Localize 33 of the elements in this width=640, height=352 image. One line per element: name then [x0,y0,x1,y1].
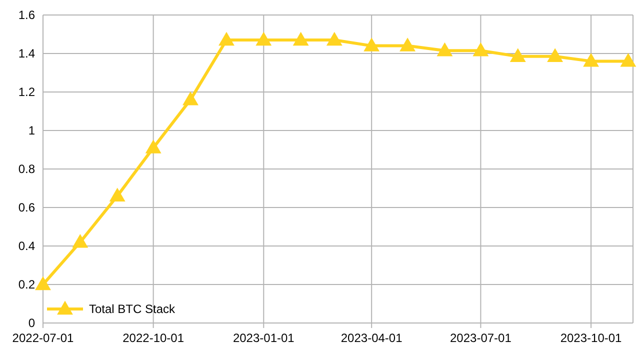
point [400,38,416,52]
x-tick-label: 2023-10-01 [560,331,622,345]
point [292,32,309,46]
legend-label: Total BTC Stack [89,302,176,316]
x-tick-label: 2023-04-01 [340,331,403,345]
y-tick-label: 0.2 [18,278,36,292]
y-tick-label: 0.6 [18,200,36,215]
point [364,38,380,52]
point [326,32,342,46]
point [182,92,198,106]
point [472,42,489,56]
point [510,48,526,62]
y-tick-label: 0 [28,316,36,330]
y-tick-label: 1.4 [18,46,36,61]
y-tick-label: 1.6 [18,8,36,22]
point [145,140,162,154]
y-tick-label: 0.8 [18,162,36,176]
point [35,276,51,290]
point [256,32,272,46]
point [620,53,636,67]
point [72,234,88,248]
x-tick-label: 2023-07-01 [450,331,512,345]
point [436,42,453,56]
point [547,48,564,62]
y-tick-label: 0.4 [18,239,36,254]
y-tick-label: 1.2 [18,85,36,100]
x-tick-label: 2023-01-01 [232,331,295,345]
point [583,53,599,67]
x-tick-label: 2022-10-01 [122,331,184,345]
y-tick-label: 1 [28,124,36,138]
point [218,32,234,46]
x-tick-label: 2022-07-01 [12,331,74,345]
point [109,188,126,202]
